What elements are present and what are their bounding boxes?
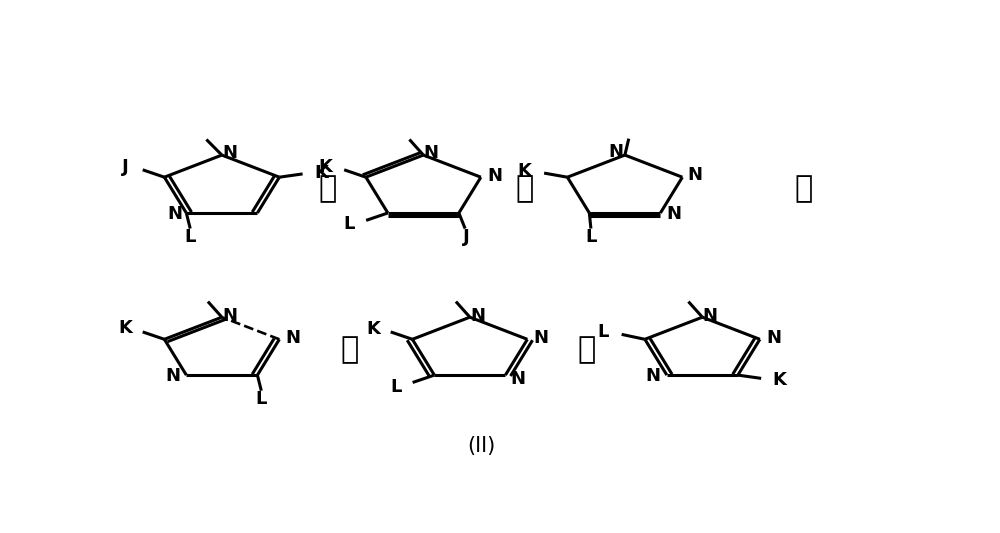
Text: N: N [608, 143, 623, 161]
Text: 或: 或 [577, 335, 595, 364]
Text: N: N [167, 205, 182, 223]
Text: N: N [687, 166, 702, 184]
Text: N: N [766, 329, 781, 348]
Text: L: L [256, 390, 267, 408]
Text: N: N [487, 167, 502, 185]
Text: 或: 或 [516, 175, 534, 204]
Text: L: L [185, 228, 196, 246]
Text: N: N [510, 370, 525, 388]
Text: N: N [222, 144, 237, 163]
Text: J: J [463, 228, 470, 246]
Text: N: N [165, 367, 180, 385]
Text: K: K [518, 163, 532, 181]
Text: N: N [222, 306, 237, 325]
Text: 或: 或 [319, 175, 337, 204]
Text: K: K [773, 371, 787, 389]
Text: 或: 或 [794, 175, 812, 204]
Text: K: K [367, 320, 381, 337]
Text: N: N [534, 329, 549, 348]
Text: L: L [390, 378, 401, 397]
Text: L: L [585, 228, 597, 246]
Text: N: N [286, 329, 301, 348]
Text: N: N [424, 144, 439, 163]
Text: K: K [119, 319, 133, 337]
Text: N: N [667, 205, 682, 223]
Text: L: L [597, 323, 609, 341]
Text: K: K [319, 158, 333, 175]
Text: N: N [645, 367, 660, 385]
Text: (II): (II) [467, 435, 496, 456]
Text: L: L [343, 215, 355, 233]
Text: N: N [703, 306, 718, 325]
Text: 或: 或 [341, 335, 359, 364]
Text: K: K [314, 164, 328, 182]
Text: J: J [122, 158, 129, 175]
Text: N: N [470, 306, 485, 325]
